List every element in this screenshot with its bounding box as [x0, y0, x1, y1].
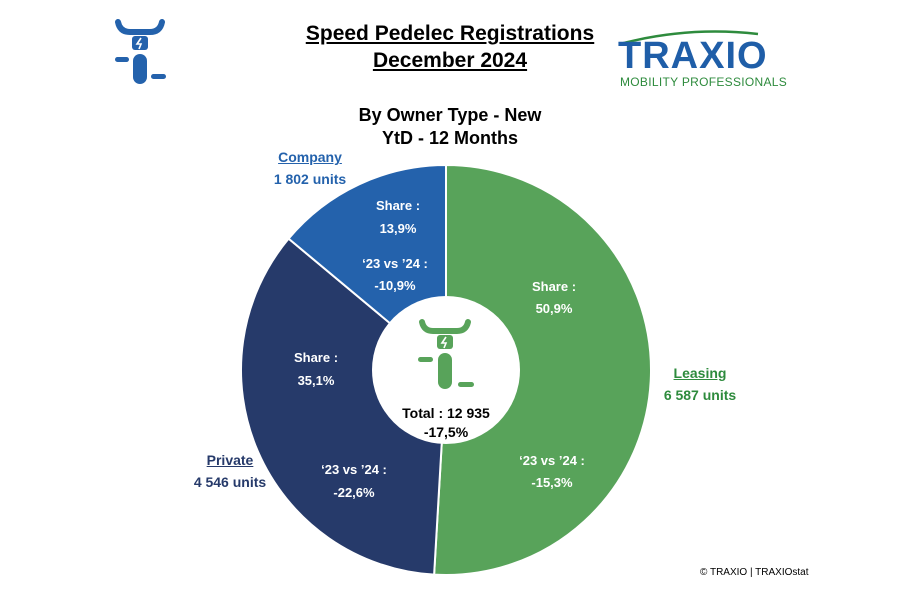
leasing-share-prefix: Share : — [532, 279, 576, 294]
leasing-name: Leasing — [673, 365, 727, 381]
company-share-value: 13,9% — [380, 221, 417, 236]
chart-title-line2: December 2024 — [372, 49, 528, 72]
leasing-units: 6 587 units — [663, 387, 737, 403]
private-share-value: 35,1% — [298, 373, 335, 388]
brand-swoosh-icon — [619, 30, 759, 46]
chart-subtitle-line1: By Owner Type - New — [358, 105, 542, 125]
chart-title-line1: Speed Pedelec Registrations — [305, 22, 595, 45]
private-change-value: -22,6% — [333, 485, 375, 500]
private-share-prefix: Share : — [294, 350, 338, 365]
chart-title: Speed Pedelec Registrations December 202… — [250, 20, 650, 74]
speed-pedelec-icon — [115, 19, 166, 84]
company-change-prefix: ‘23 vs ’24 : — [362, 256, 428, 271]
private-label: Private 4 546 units — [170, 449, 290, 493]
brand-tagline: MOBILITY PROFESSIONALS — [620, 75, 788, 89]
chart-subtitle-line2: YtD - 12 Months — [381, 128, 518, 148]
total-change-label: -17,5% — [424, 424, 469, 440]
company-name: Company — [278, 149, 342, 165]
company-label: Company 1 802 units — [250, 146, 370, 190]
traxio-logo: TRAXIO MOBILITY PROFESSIONALS — [618, 28, 790, 92]
leasing-share-value: 50,9% — [536, 301, 573, 316]
brand-name: TRAXIO — [618, 35, 768, 77]
total-units-label: Total : 12 935 — [402, 405, 490, 421]
leasing-change-prefix: ‘23 vs ’24 : — [519, 453, 585, 468]
donut-slices — [239, 163, 652, 576]
company-share-prefix: Share : — [376, 198, 420, 213]
slice-leasing — [433, 163, 652, 576]
company-units: 1 802 units — [273, 171, 347, 187]
private-units: 4 546 units — [193, 474, 267, 490]
private-change-prefix: ‘23 vs ’24 : — [321, 462, 387, 477]
chart-subtitle: By Owner Type - New YtD - 12 Months — [300, 104, 600, 150]
center-bike-icon — [418, 319, 474, 389]
leasing-label: Leasing 6 587 units — [640, 362, 760, 406]
slice-private — [239, 237, 448, 576]
leasing-change-value: -15,3% — [531, 475, 573, 490]
company-change-value: -10,9% — [374, 278, 416, 293]
copyright-notice: © TRAXIO | TRAXIOstat — [700, 567, 809, 578]
private-name: Private — [206, 452, 254, 468]
